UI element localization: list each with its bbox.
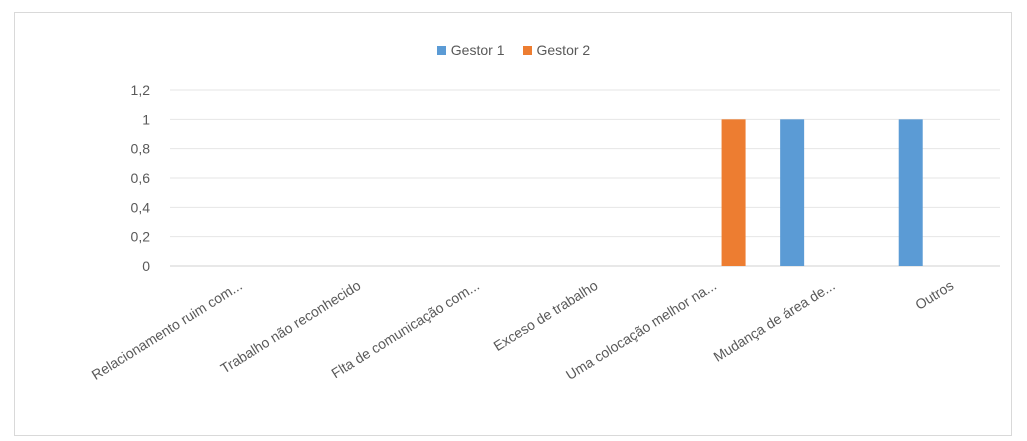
legend-swatch-gestor-2 [522, 45, 532, 55]
y-tick-label: 0,2 [131, 229, 151, 245]
x-tick-label: Mudança de área de... [710, 277, 837, 365]
chart-frame [14, 12, 1012, 436]
x-tick-label: Outros [912, 277, 956, 313]
legend-item-gestor-1: Gestor 1 [436, 42, 505, 58]
y-tick-label: 1,2 [131, 82, 151, 98]
legend-swatch-gestor-1 [436, 45, 446, 55]
legend: Gestor 1 Gestor 2 [0, 42, 1027, 58]
x-tick-label: Exceso de trabalho [490, 277, 600, 354]
legend-label-gestor-2: Gestor 2 [536, 42, 591, 58]
legend-label-gestor-1: Gestor 1 [450, 42, 505, 58]
y-tick-label: 0,8 [131, 141, 151, 157]
y-tick-label: 0,6 [131, 170, 151, 186]
y-tick-label: 0 [142, 258, 150, 274]
legend-item-gestor-2: Gestor 2 [522, 42, 591, 58]
y-tick-label: 1 [142, 111, 150, 127]
bar [898, 119, 923, 266]
y-tick-label: 0,4 [131, 199, 151, 215]
bar [721, 119, 746, 266]
bar [780, 119, 805, 266]
